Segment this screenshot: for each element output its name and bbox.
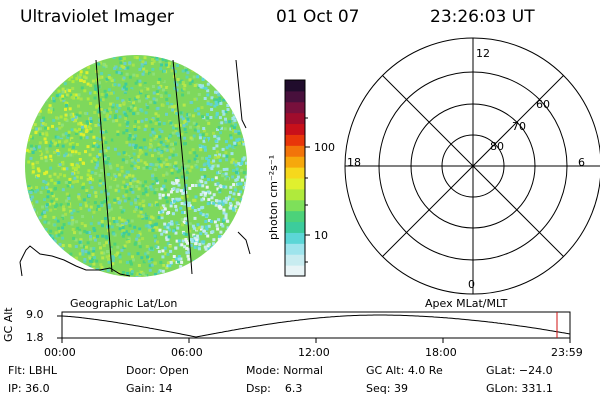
colorbar-segment <box>285 145 305 157</box>
info-gain: Gain: 14 <box>126 382 173 395</box>
mlt-label-6: 6 <box>578 156 585 169</box>
timeline-ymin: 1.8 <box>26 331 44 344</box>
mlat-label-60: 60 <box>536 98 550 111</box>
colorbar-segment <box>285 101 305 114</box>
info-gain-value: 14 <box>158 382 173 395</box>
colorbar-tick-label: 100 <box>314 141 335 154</box>
info-glon-value: 331.1 <box>521 382 553 395</box>
colorbar-segment <box>285 199 305 212</box>
mlat-label-70: 70 <box>512 120 526 133</box>
info-gc-alt-value: 4.0 Re <box>407 364 443 377</box>
colorbar-segment <box>285 221 305 233</box>
timeline-tick-label: 12:00 <box>298 346 330 359</box>
mlt-label-12: 12 <box>476 47 490 60</box>
coastline <box>237 231 251 255</box>
geographic-label: Geographic Lat/Lon <box>70 297 178 310</box>
time-label: 23:26:03 UT <box>430 7 535 27</box>
info-dsp: Dsp: 6.3 <box>246 382 303 395</box>
apex-label: Apex MLat/MLT <box>425 297 508 310</box>
colorbar-segment <box>285 232 305 244</box>
info-glon: GLon: 331.1 <box>486 382 553 395</box>
timeline-ymax: 9.0 <box>26 308 44 321</box>
timeline-tick-label: 06:00 <box>171 346 203 359</box>
colorbar-segment <box>285 188 305 201</box>
info-glat-value: −24.0 <box>518 364 553 377</box>
coastline <box>19 261 23 277</box>
info-gc-alt: GC Alt: 4.0 Re <box>366 364 443 377</box>
info-seq-value: 39 <box>393 382 408 395</box>
colorbar-segment <box>285 178 305 190</box>
info-dsp-value: 6.3 <box>284 382 303 395</box>
colorbar <box>284 79 310 277</box>
meridian-line <box>172 59 193 275</box>
polar-grid <box>344 37 600 295</box>
timeline-ylabel: GC Alt <box>2 307 15 342</box>
info-flt-value: LBHL <box>28 364 57 377</box>
mlt-label-0: 0 <box>468 278 475 291</box>
colorbar-segment <box>285 254 305 266</box>
timeline-tick-label: 00:00 <box>44 346 76 359</box>
meridian-line <box>95 59 113 273</box>
coastline <box>19 245 131 277</box>
timeline-tick-label: 18:00 <box>425 346 457 359</box>
timeline-plot <box>57 311 571 343</box>
colorbar-segment <box>285 210 305 223</box>
info-ip: IP: 36.0 <box>8 382 50 395</box>
colorbar-tick-label: 10 <box>314 229 328 242</box>
earth-disk-image <box>19 55 251 277</box>
mlt-label-18: 18 <box>347 156 361 169</box>
colorbar-unit-label: photon cm⁻²s⁻¹ <box>267 154 280 240</box>
info-mode: Mode: Normal <box>246 364 323 377</box>
colorbar-segment <box>285 80 305 92</box>
info-flt: Flt: LBHL <box>8 364 57 377</box>
colorbar-segment <box>285 123 305 135</box>
colorbar-segment <box>285 156 305 168</box>
colorbar-segment <box>285 167 305 179</box>
info-door-value: Open <box>159 364 189 377</box>
info-door: Door: Open <box>126 364 189 377</box>
altitude-curve <box>61 314 571 338</box>
timeline-frame <box>61 311 571 339</box>
info-glat: GLat: −24.0 <box>486 364 553 377</box>
info-ip-value: 36.0 <box>25 382 50 395</box>
polar-diagonal <box>382 75 564 257</box>
timeline-tick-label: 23:59 <box>551 346 583 359</box>
date-label: 01 Oct 07 <box>276 7 360 27</box>
colorbar-segment <box>285 134 305 146</box>
colorbar-segment <box>285 243 305 255</box>
info-mode-value: Normal <box>283 364 323 377</box>
mlat-label-80: 80 <box>490 140 504 153</box>
colorbar-segment <box>285 90 305 103</box>
coastline <box>235 59 247 129</box>
colorbar-segment <box>285 265 305 277</box>
colorbar-segment <box>285 112 305 125</box>
info-seq: Seq: 39 <box>366 382 408 395</box>
instrument-title: Ultraviolet Imager <box>20 7 174 27</box>
